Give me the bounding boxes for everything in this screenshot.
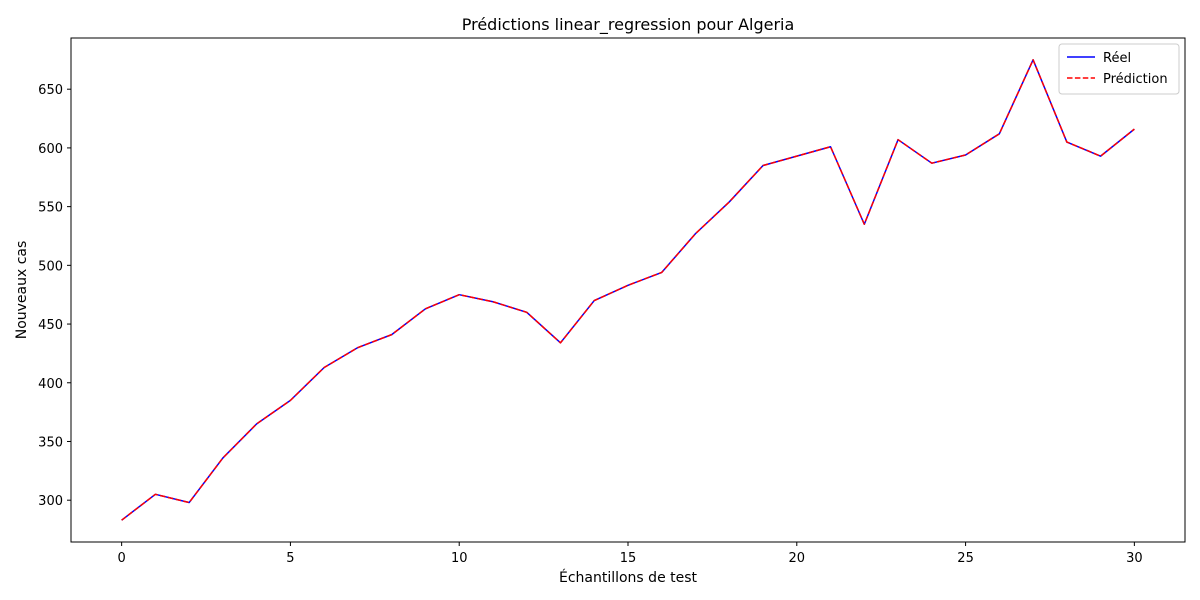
y-tick-label: 300 — [38, 494, 63, 509]
legend: Réel Prédiction — [1058, 43, 1180, 95]
y-tick-label: 550 — [38, 201, 63, 216]
y-tick-label: 650 — [38, 83, 63, 98]
y-axis: 300 350 400 450 500 550 600 650 — [38, 83, 71, 509]
series-line-prediction — [121, 59, 1135, 521]
x-tick-label: 30 — [1126, 551, 1143, 566]
y-tick-label: 400 — [38, 377, 63, 392]
chart-title: Prédictions linear_regression pour Alger… — [462, 15, 795, 35]
x-tick-label: 25 — [957, 551, 974, 566]
x-tick-label: 15 — [620, 551, 637, 566]
x-tick-label: 10 — [451, 551, 468, 566]
legend-label-prediction: Prédiction — [1103, 72, 1168, 87]
x-tick-label: 20 — [789, 551, 806, 566]
y-tick-label: 450 — [38, 318, 63, 333]
legend-label-reel: Réel — [1103, 51, 1131, 66]
x-tick-label: 5 — [286, 551, 294, 566]
y-axis-label: Nouveaux cas — [14, 241, 30, 340]
y-tick-label: 350 — [38, 435, 63, 450]
x-tick-label: 0 — [117, 551, 125, 566]
x-axis-label: Échantillons de test — [559, 569, 698, 586]
y-tick-label: 500 — [38, 259, 63, 274]
y-tick-label: 600 — [38, 142, 63, 157]
x-axis: 0 5 10 15 20 25 30 — [117, 542, 1143, 566]
